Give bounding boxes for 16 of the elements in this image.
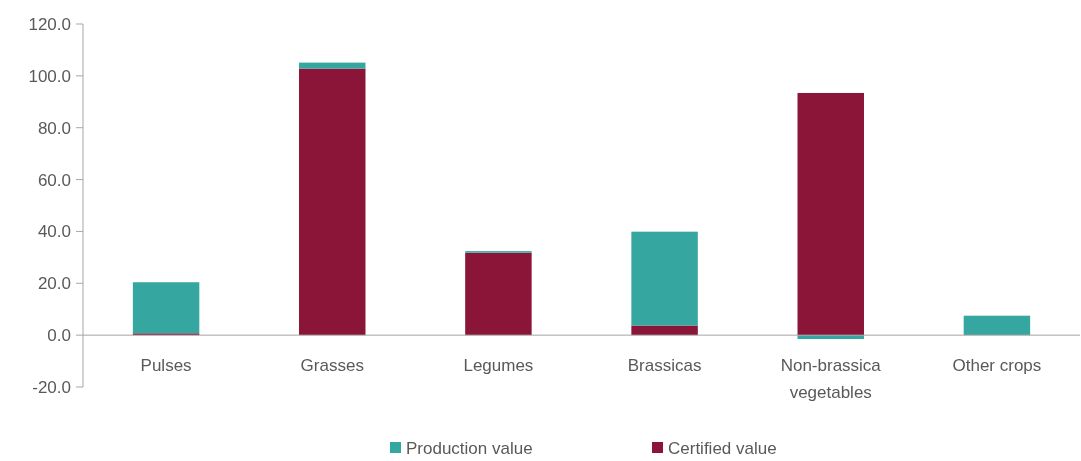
legend-label: Certified value (668, 438, 777, 458)
x-tick-label: Legumes (463, 356, 534, 376)
legend-label: Production value (406, 438, 533, 458)
y-tick-label: 0.0 (47, 326, 71, 346)
x-tick-label: Grasses (300, 356, 364, 376)
y-tick-label: 40.0 (37, 222, 71, 242)
x-tick-label: Non-brassica vegetables (780, 356, 882, 403)
y-tick-label: 100.0 (28, 66, 71, 86)
y-tick-label: -20.0 (32, 377, 71, 397)
x-tick-label: Brassicas (627, 356, 702, 376)
y-tick-label: 60.0 (37, 170, 71, 190)
y-tick-label: 80.0 (37, 118, 71, 138)
x-tick-label: Other crops (952, 356, 1042, 376)
y-tick-label: 120.0 (28, 14, 71, 34)
x-tick-label: Pulses (140, 356, 192, 376)
y-tick-label: 20.0 (37, 274, 71, 294)
